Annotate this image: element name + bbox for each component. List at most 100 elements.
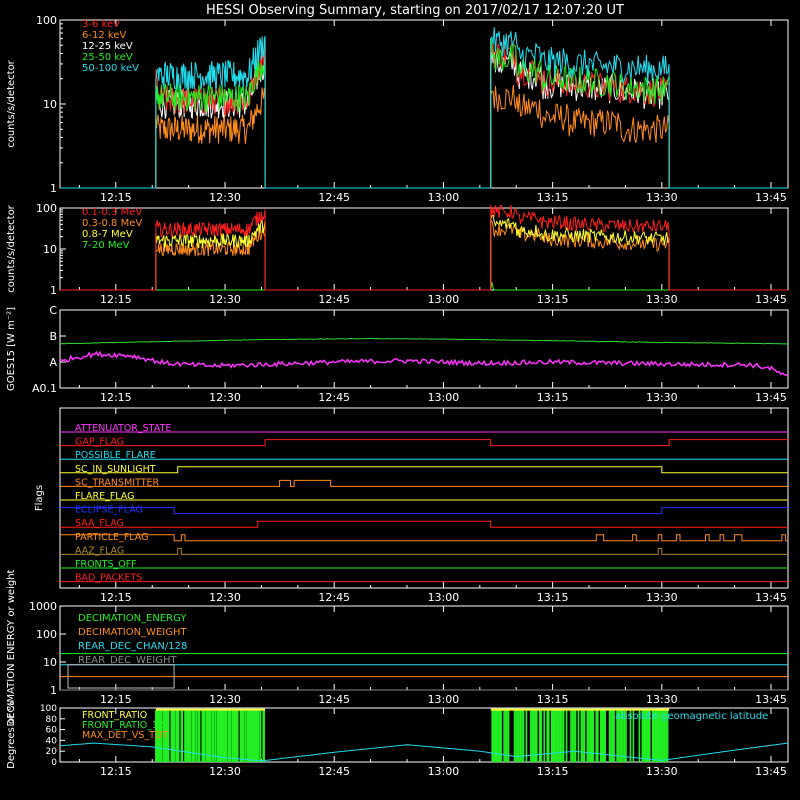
y-tick-label: 1	[50, 182, 57, 195]
y-axis-label: counts/s/detector	[6, 204, 17, 292]
x-tick-label: 13:45	[755, 391, 787, 404]
flag-label: SC_TRANSMITTER	[75, 477, 160, 488]
y-tick-label: 80	[46, 715, 58, 725]
y-tick-label: 100	[40, 704, 57, 714]
x-tick-label: 13:45	[755, 591, 787, 604]
panel-frame	[59, 309, 789, 389]
flag-label: GAP_FLAG	[75, 437, 124, 448]
y-axis-label: GOES15 [W m⁻²]	[6, 307, 17, 391]
legend-entry: 50-100 keV	[82, 63, 139, 74]
x-tick-label: 12:15	[100, 191, 132, 204]
y-tick-label: 40	[46, 736, 58, 746]
flag-line	[60, 520, 788, 528]
x-tick-label: 12:30	[209, 391, 241, 404]
x-tick-label: 13:15	[537, 591, 569, 604]
legend-entry: 0.8-7 MeV	[82, 229, 133, 240]
flag-line	[60, 439, 788, 447]
x-tick-label: 13:45	[755, 693, 787, 706]
flag-label: SC_IN_SUNLIGHT	[75, 464, 156, 475]
y-tick-label: 20	[46, 747, 58, 757]
x-tick-label: 12:45	[318, 293, 350, 306]
flag-label: BAD_PACKETS	[75, 573, 142, 584]
panel-3: 12:15 12:30 12:45 13:00 13:15 13:30 13:45 GOES1…	[6, 304, 789, 404]
x-tick-label: 13:00	[428, 391, 460, 404]
flag-label: POSSIBLE_FLARE	[75, 450, 156, 461]
panel-2: 12:15 12:30 12:45 13:00 13:15 13:30 13:45 count…	[6, 202, 789, 306]
legend-entry: 6-12 keV	[82, 30, 126, 41]
panel-4: 12:15 12:30 12:45 13:00 13:15 13:30 13:45 Flags…	[34, 407, 789, 604]
y-tick-label: A	[49, 356, 57, 369]
x-tick-label: 13:15	[537, 693, 569, 706]
legend-entry: FRONT_RATIO_1225	[82, 720, 176, 731]
x-tick-label: 12:45	[318, 391, 350, 404]
flag-line	[60, 547, 788, 555]
x-tick-label: 12:45	[318, 765, 350, 778]
x-tick-label: 13:15	[537, 765, 569, 778]
series-line	[60, 204, 788, 291]
y-tick-label: B	[49, 330, 57, 343]
x-tick-label: 12:30	[209, 191, 241, 204]
x-tick-label: 13:30	[646, 293, 678, 306]
series-line	[59, 350, 789, 377]
panel-5: 12:15 12:30 12:45 13:00 13:15 13:30 13:45 DECIM…	[6, 569, 789, 726]
legend-entry: 7-20 MeV	[82, 240, 130, 251]
figure-title: HESSI Observing Summary, starting on 201…	[206, 3, 624, 18]
x-tick-label: 13:45	[755, 765, 787, 778]
y-axis-label: counts/s/detector	[6, 59, 17, 147]
panel-frame	[59, 707, 789, 763]
legend-entry: DECIMATION_ENERGY	[78, 613, 187, 624]
annotation-geomagnetic: absolute geomagnetic latitude	[615, 711, 768, 722]
flag-label: FLARE_FLAG	[75, 491, 135, 502]
y-tick-label: 10	[43, 98, 57, 111]
x-tick-label: 13:45	[755, 293, 787, 306]
legend-entry: 3-6 keV	[82, 19, 120, 30]
series-line	[59, 337, 789, 345]
flag-label: PARTICLE_FLAG	[75, 532, 148, 543]
y-tick-label: 1	[50, 284, 57, 297]
y-tick-label: C	[49, 304, 57, 317]
y-axis-label: Flags	[34, 485, 45, 511]
y-axis-label: Degrees or %	[6, 701, 17, 769]
flag-line	[60, 507, 788, 515]
x-tick-label: 12:30	[209, 591, 241, 604]
x-tick-label: 12:45	[318, 591, 350, 604]
x-tick-label: 12:15	[100, 591, 132, 604]
panel-1: 12:15 12:30 12:45 13:00 13:15 13:30 13:45 count…	[6, 14, 789, 204]
legend-entry: 12-25 keV	[82, 41, 133, 52]
geomagnetic-latitude-line	[59, 742, 789, 762]
y-tick-label: 10	[43, 243, 57, 256]
legend-entry: REAR_DEC_WEIGHT	[78, 655, 177, 666]
x-tick-label: 13:15	[537, 191, 569, 204]
legend-entry: 25-50 keV	[82, 52, 133, 63]
y-tick-label: 100	[36, 14, 57, 27]
x-tick-label: 13:30	[646, 693, 678, 706]
x-tick-label: 12:15	[100, 765, 132, 778]
x-tick-label: 13:30	[646, 765, 678, 778]
x-tick-label: 13:30	[646, 191, 678, 204]
x-tick-label: 12:45	[318, 693, 350, 706]
x-tick-label: 13:00	[428, 591, 460, 604]
flag-label: SAA_FLAG	[75, 518, 124, 529]
flag-label: FRONTS_OFF	[75, 559, 137, 570]
x-tick-label: 13:00	[428, 693, 460, 706]
flag-label: ATTENUATOR_STATE	[75, 423, 171, 434]
x-tick-label: 12:30	[209, 765, 241, 778]
flag-label: AAZ_FLAG	[75, 545, 124, 556]
y-tick-label: 0	[51, 758, 57, 768]
panel-frame	[59, 407, 789, 589]
legend-entry: FRONT_RATIO	[82, 710, 147, 721]
x-tick-label: 13:15	[537, 391, 569, 404]
y-axis-label: DECIMATION ENERGY or weight	[6, 569, 17, 726]
y-tick-label: 100	[36, 628, 57, 641]
x-tick-label: 13:00	[428, 191, 460, 204]
legend-entry: REAR_DEC_CHAN/128	[78, 641, 187, 652]
x-tick-label: 12:15	[100, 391, 132, 404]
flag-line	[60, 466, 788, 474]
legend-entry: 0.3-0.8 MeV	[82, 218, 142, 229]
x-tick-label: 12:15	[100, 693, 132, 706]
series-line	[60, 27, 788, 189]
panel-6: 12:15 12:30 12:45 13:00 13:15 13:30 13:45 Degre…	[6, 701, 789, 778]
x-tick-label: 12:15	[100, 293, 132, 306]
